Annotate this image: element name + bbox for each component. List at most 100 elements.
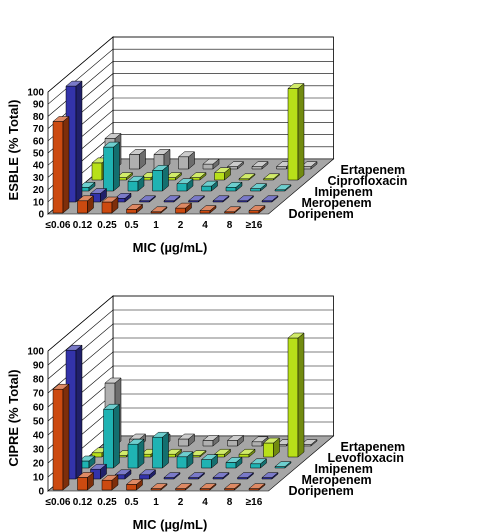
- x-tick-label: 8: [227, 497, 233, 508]
- bar: [102, 141, 121, 192]
- cipre-chart: 0 10 20 30 40 50 60 70 80 90 100 ≤0.06 0.12 0.25 0.5 1 2…: [6, 295, 406, 532]
- bar: [249, 183, 268, 192]
- bar: [138, 195, 157, 203]
- bar: [174, 202, 193, 214]
- bar: [76, 471, 95, 491]
- bar: [202, 434, 220, 447]
- bar: [226, 434, 245, 447]
- y-tick-label: 30: [33, 445, 45, 456]
- x-axis-title: MIC (µg/mL): [133, 240, 208, 255]
- bar: [52, 115, 70, 214]
- bar: [200, 454, 219, 469]
- bar: [212, 195, 230, 203]
- series-label: Doripenem: [289, 484, 354, 498]
- y-tick-label: 40: [33, 161, 45, 172]
- bar: [177, 433, 196, 447]
- x-tick-label: ≥16: [246, 220, 263, 231]
- y-tick-label: 90: [33, 100, 45, 111]
- bar: [151, 164, 170, 192]
- bar: [212, 472, 230, 480]
- gridline: [47, 295, 334, 352]
- bar: [150, 206, 168, 214]
- y-tick-label: 10: [33, 197, 45, 208]
- bar: [274, 461, 292, 469]
- x-tick-label: 8: [227, 220, 233, 231]
- bar: [225, 181, 243, 192]
- bar: [248, 483, 266, 491]
- bar: [163, 472, 181, 480]
- bar: [176, 451, 194, 469]
- bar: [287, 82, 305, 181]
- y-tick-label: 50: [33, 417, 45, 428]
- series-label: Ciprofloxacin: [328, 174, 408, 188]
- y-tick-label: 100: [27, 347, 44, 358]
- bar: [262, 437, 281, 458]
- bar: [163, 195, 181, 203]
- bar: [236, 195, 255, 203]
- gridline: [47, 309, 334, 366]
- bar: [127, 438, 145, 469]
- x-tick-label: 2: [178, 220, 184, 231]
- series-label: Meropenem: [302, 473, 372, 487]
- x-tick-label: 0.12: [73, 220, 93, 231]
- x-tick-label: 4: [202, 497, 208, 508]
- bar: [251, 161, 269, 170]
- bar: [101, 196, 119, 214]
- bar: [177, 151, 196, 170]
- bar: [223, 206, 242, 214]
- series-label: Doripenem: [289, 207, 354, 221]
- y-tick-label: 70: [33, 389, 45, 400]
- y-tick-label: 40: [33, 431, 45, 442]
- bar: [223, 483, 242, 491]
- y-tick-label: 90: [33, 361, 45, 372]
- series-label: Levofloxacin: [328, 451, 404, 465]
- bar: [225, 456, 243, 469]
- bar: [200, 180, 219, 192]
- x-tick-label: 0.25: [97, 220, 117, 231]
- x-tick-label: ≥16: [246, 497, 263, 508]
- y-tick-label: 80: [33, 112, 45, 123]
- bar: [238, 173, 256, 181]
- x-tick-label: 0.25: [97, 497, 117, 508]
- y-tick-label: 100: [27, 88, 44, 99]
- bar: [199, 205, 217, 214]
- bar: [249, 458, 268, 469]
- y-tick-label: 70: [33, 124, 45, 135]
- series-label: Ertapenem: [341, 440, 406, 454]
- x-tick-label: ≤0.06: [46, 497, 71, 508]
- y-tick-label: 20: [33, 459, 45, 470]
- bar: [248, 205, 266, 214]
- bar: [287, 332, 305, 458]
- bar: [52, 383, 70, 491]
- bar: [187, 472, 206, 480]
- y-tick-label: 80: [33, 375, 45, 386]
- bar: [138, 469, 157, 480]
- y-tick-label: 60: [33, 136, 45, 147]
- y-axis-title: ESBLE (% Total): [6, 100, 21, 201]
- bar: [150, 483, 168, 491]
- bar: [174, 483, 193, 491]
- y-tick-label: 10: [33, 473, 45, 484]
- bar: [187, 195, 206, 203]
- bar: [102, 403, 121, 469]
- series-label: Ertapenem: [341, 163, 406, 177]
- bar: [164, 448, 183, 458]
- bar: [101, 474, 119, 491]
- bar: [176, 178, 194, 192]
- series-label: Imipenem: [315, 462, 373, 476]
- bar: [127, 175, 145, 192]
- bar: [261, 195, 279, 203]
- bar: [128, 148, 147, 170]
- y-tick-label: 30: [33, 173, 45, 184]
- bar: [226, 161, 245, 170]
- y-tick-label: 60: [33, 403, 45, 414]
- x-tick-label: 2: [178, 497, 184, 508]
- bar: [202, 158, 220, 170]
- bar: [262, 173, 281, 181]
- x-tick-label: 1: [153, 220, 159, 231]
- bar: [236, 472, 255, 480]
- x-tick-label: 4: [202, 220, 208, 231]
- series-label: Imipenem: [315, 185, 373, 199]
